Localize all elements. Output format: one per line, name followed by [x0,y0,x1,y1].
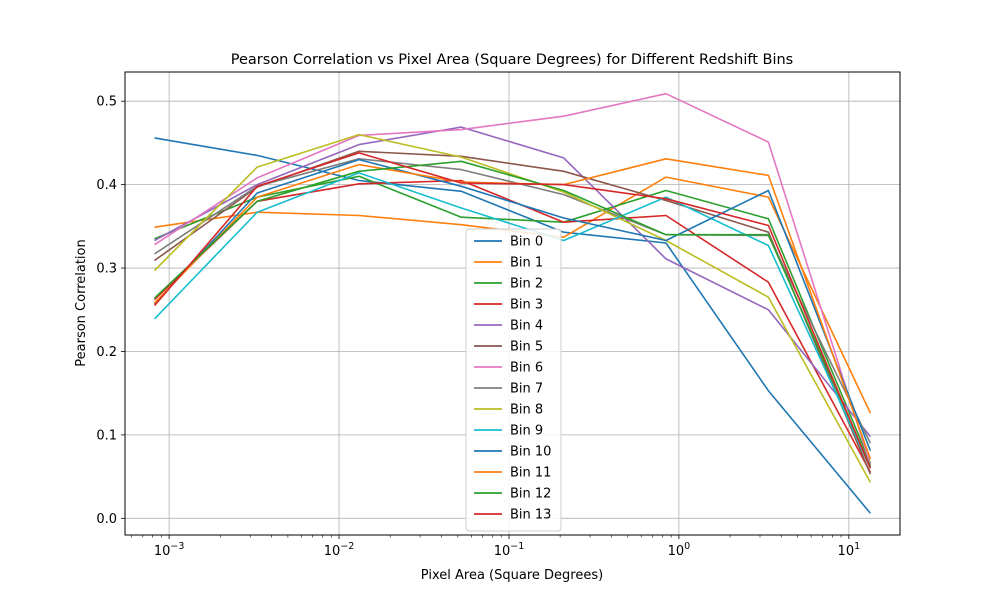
x-tick-label: 101 [838,541,861,559]
y-axis-label: Pearson Correlation [74,239,89,366]
chart-title: Pearson Correlation vs Pixel Area (Squar… [231,52,793,68]
legend-label: Bin 2 [510,277,543,292]
grid-lines [125,72,900,535]
y-tick-label: 0.5 [96,95,117,110]
x-tick-label: 100 [668,541,691,559]
x-tick-label: 10−3 [154,541,185,559]
x-tick-label: 10−1 [494,541,525,559]
legend-label: Bin 6 [510,361,543,376]
series-line-bin-9 [153,172,872,469]
legend-label: Bin 3 [510,298,543,313]
series-line-bin-13 [153,152,872,469]
y-tick-label: 0.1 [96,428,117,443]
y-tick-label: 0.2 [96,345,117,360]
legend-label: Bin 1 [510,256,543,271]
legend-label: Bin 5 [510,340,543,355]
series-line-bin-4 [154,126,872,438]
legend-label: Bin 4 [510,319,543,334]
y-axis: 0.0 0.1 0.2 0.3 0.4 0.5 [96,95,125,527]
series-line-bin-6 [154,92,872,466]
x-axis: 10−3 10−2 10−1 100 101 [131,535,860,559]
legend: Bin 0 Bin 1 Bin 2 Bin 3 Bin 4 Bin 5 Bin 6 Bin 7… [465,228,562,532]
legend-label: Bin 10 [510,445,551,460]
legend-label: Bin 9 [510,424,543,439]
series-line-bin-12 [153,160,872,467]
y-tick-label: 0.0 [96,512,117,527]
series-line-bin-2 [154,175,872,464]
series-line-bin-10 [153,158,872,451]
legend-label: Bin 11 [510,466,551,481]
plot-frame [124,71,901,536]
legend-label: Bin 12 [510,487,551,502]
legend-label: Bin 8 [510,403,543,418]
legend-label: Bin 0 [510,235,543,250]
legend-label: Bin 13 [510,508,551,523]
y-tick-label: 0.3 [96,262,117,277]
series-line-bin-0 [154,137,872,514]
legend-label: Bin 7 [510,382,543,397]
y-tick-label: 0.4 [96,178,117,193]
x-tick-label: 10−2 [324,541,355,559]
series-line-bin-8 [153,133,872,483]
x-axis-label: Pixel Area (Square Degrees) [421,568,603,583]
